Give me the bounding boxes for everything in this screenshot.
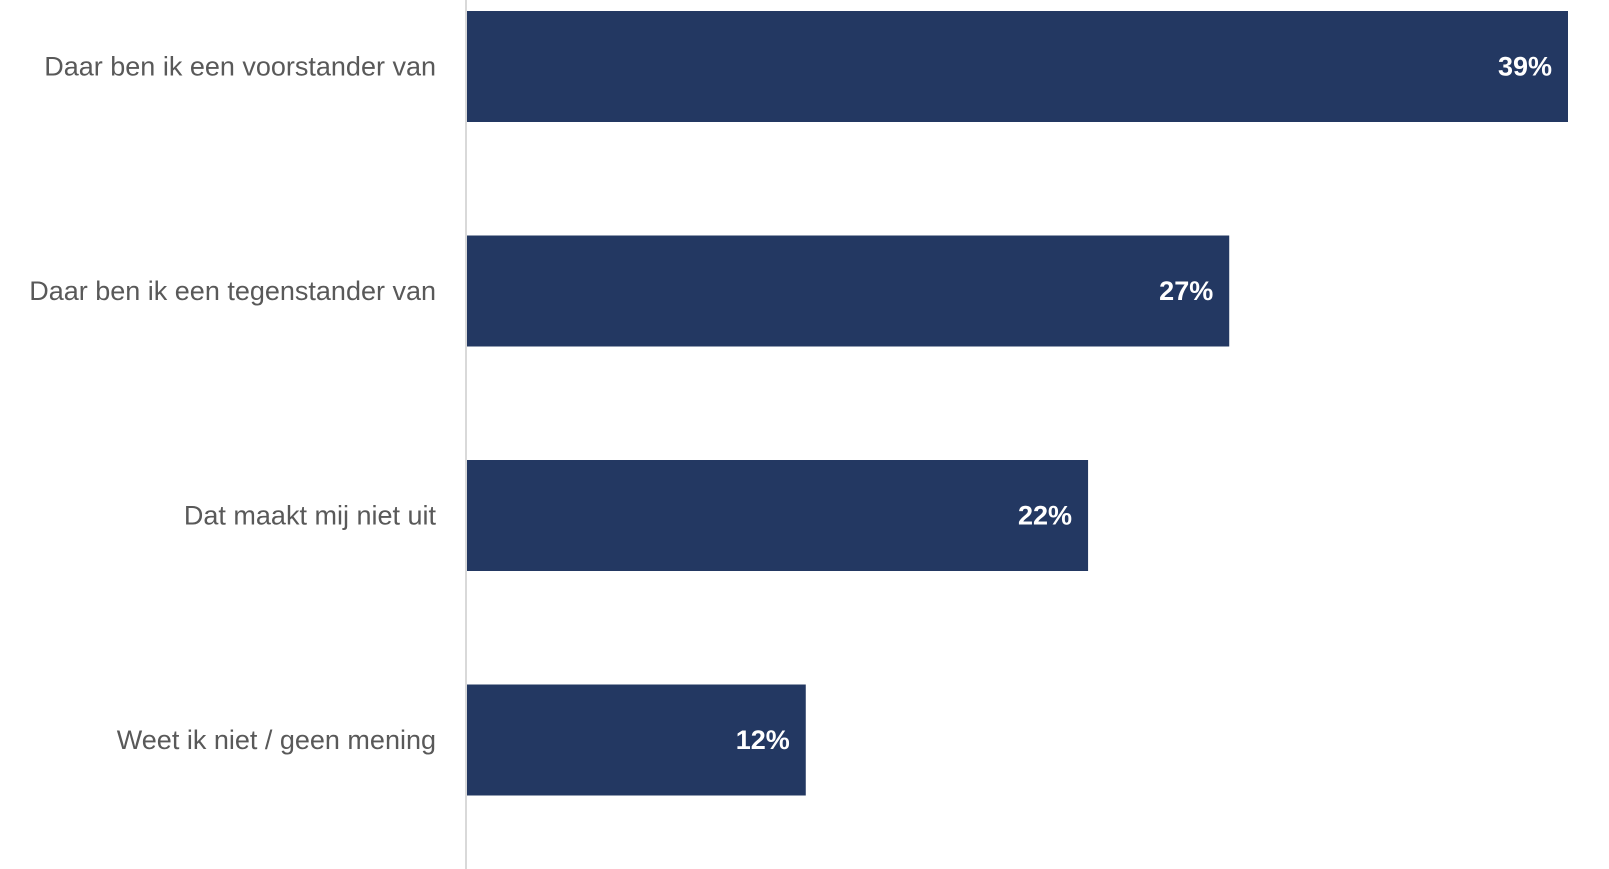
category-label-3: Dat maakt mij niet uit [184, 501, 437, 531]
category-label-1: Daar ben ik een voorstander van [44, 52, 436, 82]
category-label-2: Daar ben ik een tegenstander van [29, 276, 436, 306]
bar-1 [467, 11, 1568, 122]
value-label-4: 12% [736, 725, 790, 755]
value-label-2: 27% [1159, 276, 1213, 306]
value-label-3: 22% [1018, 501, 1072, 531]
bars-layer: Daar ben ik een voorstander van 39% Daar b… [29, 11, 1568, 796]
category-label-4: Weet ik niet / geen mening [117, 725, 436, 755]
value-label-1: 39% [1498, 52, 1552, 82]
bar-2 [467, 236, 1229, 347]
bar-3 [467, 460, 1088, 571]
